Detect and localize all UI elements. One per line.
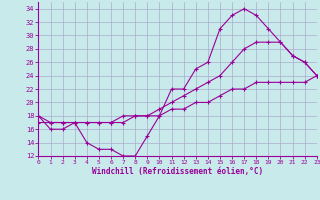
X-axis label: Windchill (Refroidissement éolien,°C): Windchill (Refroidissement éolien,°C) [92, 167, 263, 176]
